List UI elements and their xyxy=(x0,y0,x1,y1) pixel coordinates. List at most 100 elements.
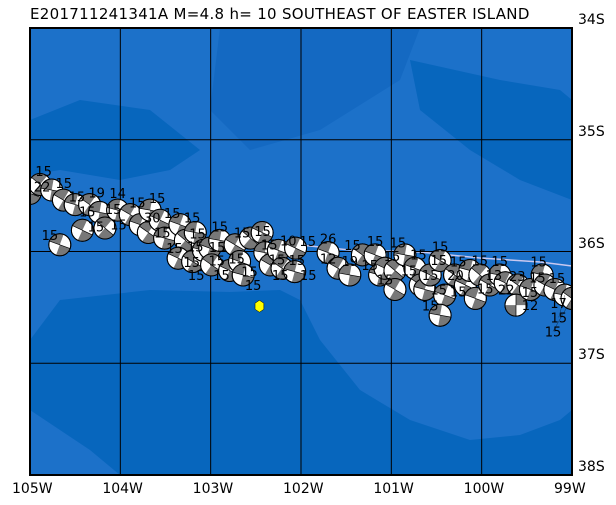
depth-label: 15 xyxy=(299,235,316,250)
focal-mechanism-beachball[interactable] xyxy=(463,286,487,310)
deep-water xyxy=(30,60,572,475)
depth-label: 15 xyxy=(367,235,384,250)
label-leader-line xyxy=(552,298,573,332)
focal-mechanism-beachball[interactable] xyxy=(183,221,207,245)
depth-label: 15 xyxy=(166,242,183,257)
depth-label: 15 xyxy=(384,250,401,265)
focal-mechanisms xyxy=(30,172,583,327)
nodal-line xyxy=(225,238,245,251)
depth-label: 15 xyxy=(300,269,317,284)
lon-tick-label: 102W xyxy=(283,481,324,497)
depth-label: 15 xyxy=(154,227,171,242)
map-title: E201711241341A M=4.8 h= 10 SOUTHEAST OF … xyxy=(30,5,530,23)
depth-label: 15 xyxy=(129,197,146,212)
depth-label: 15 xyxy=(289,254,306,269)
epicenter-hexagon-icon[interactable] xyxy=(254,299,265,313)
depth-label: 13 xyxy=(486,269,503,284)
nodal-line xyxy=(184,230,207,235)
nodal-line xyxy=(202,258,221,272)
nodal-line xyxy=(283,268,306,275)
beachball-outline xyxy=(284,236,308,260)
lat-tick-label: 37S xyxy=(578,347,605,364)
depth-label: 15 xyxy=(390,237,407,252)
depth-label: 15 xyxy=(549,272,566,287)
compression-quadrant xyxy=(153,227,176,250)
nodal-line xyxy=(385,283,405,296)
nodal-line xyxy=(464,294,486,303)
nodal-line xyxy=(429,312,452,318)
focal-mechanism-beachball[interactable] xyxy=(560,286,583,310)
depth-label: 15 xyxy=(422,269,439,284)
focal-mechanism-beachball[interactable] xyxy=(231,263,255,287)
lon-tick-label: 100W xyxy=(463,481,505,497)
depth-label: 20 xyxy=(447,269,464,284)
focal-mechanism-beachball[interactable] xyxy=(200,253,224,277)
beachball-outline xyxy=(560,286,572,310)
depth-label: 15 xyxy=(450,286,467,301)
depth-label: 15 xyxy=(530,255,547,270)
depth-label: 15 xyxy=(189,227,206,242)
depth-label: 14 xyxy=(109,187,126,202)
beachball-outline xyxy=(93,216,117,240)
lat-tick-label: 36S xyxy=(578,235,605,252)
nodal-line xyxy=(338,272,361,278)
nodal-line xyxy=(232,271,254,279)
label-leaders xyxy=(552,295,573,332)
depth-label: 15 xyxy=(529,271,546,286)
beachball-outline xyxy=(338,263,362,287)
depth-label: 15 xyxy=(491,255,508,270)
focal-mechanism-beachball[interactable] xyxy=(284,236,308,260)
depth-label: 15 xyxy=(377,274,394,289)
beachball-outline xyxy=(48,233,72,257)
depth-label: 15 xyxy=(241,266,258,281)
depth-label: 23 xyxy=(509,270,526,285)
depth-label: 10 xyxy=(280,235,297,250)
focal-mechanism-beachball[interactable] xyxy=(383,277,407,301)
nodal-line xyxy=(149,215,171,226)
depth-label: 15 xyxy=(56,177,73,192)
depth-label: 15 xyxy=(430,254,447,269)
depth-label: 15 xyxy=(183,256,200,271)
compression-quadrant xyxy=(268,239,289,262)
focal-mechanism-beachball[interactable] xyxy=(504,293,528,317)
nodal-line xyxy=(153,234,176,242)
depth-label: 15 xyxy=(209,241,226,256)
compression-quadrant xyxy=(285,237,306,260)
nodal-line xyxy=(434,290,456,300)
depth-label: 15 xyxy=(245,279,262,294)
depth-label: 15 xyxy=(228,252,245,267)
depth-label: 15 xyxy=(187,241,204,256)
nodal-line xyxy=(386,263,404,278)
depth-label: 15 xyxy=(164,207,181,222)
compression-quadrant xyxy=(184,221,207,244)
focal-mechanism-beachball[interactable] xyxy=(250,221,274,245)
focal-mechanism-beachball[interactable] xyxy=(428,248,452,272)
compression-quadrant xyxy=(430,249,450,272)
depth-label: 15 xyxy=(522,286,539,301)
focal-mechanism-beachball[interactable] xyxy=(338,263,362,287)
nodal-line xyxy=(176,232,195,248)
depth-label: 15 xyxy=(361,259,378,274)
focal-mechanism-beachball[interactable] xyxy=(148,208,172,232)
focal-mechanism-beachball[interactable] xyxy=(428,303,452,327)
compression-quadrant xyxy=(96,217,114,240)
focal-mechanism-beachball[interactable] xyxy=(93,216,117,240)
nodal-line xyxy=(241,230,260,246)
focal-mechanism-beachball[interactable] xyxy=(48,233,72,257)
lon-tick-label: 104W xyxy=(102,481,143,497)
compression-quadrant xyxy=(139,221,158,244)
depth-label: 15 xyxy=(551,311,568,326)
compression-quadrant xyxy=(232,263,254,286)
depth-label: 12 xyxy=(320,252,337,267)
depth-label: 15 xyxy=(105,203,122,218)
depth-label: 15 xyxy=(184,212,201,227)
depth-label: 15 xyxy=(110,218,127,233)
lon-tick-label: 103W xyxy=(192,481,234,497)
focal-mechanism-beachball[interactable] xyxy=(283,260,307,284)
beachball-outline xyxy=(383,277,407,301)
depth-label: 15 xyxy=(234,227,251,242)
lon-tick-label: 99W xyxy=(554,481,586,497)
focal-mechanism-beachball[interactable] xyxy=(70,218,94,242)
